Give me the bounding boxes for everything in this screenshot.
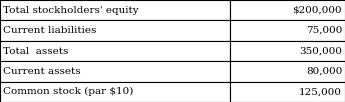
Text: $200,000: $200,000 bbox=[293, 6, 342, 15]
Bar bbox=[0, 0, 230, 20]
Bar bbox=[0, 41, 230, 61]
Bar bbox=[230, 41, 345, 61]
Bar bbox=[0, 20, 230, 41]
Bar bbox=[0, 82, 230, 102]
Bar bbox=[0, 61, 230, 82]
Text: 350,000: 350,000 bbox=[299, 47, 342, 55]
Bar bbox=[230, 61, 345, 82]
Text: 80,000: 80,000 bbox=[306, 67, 342, 76]
Bar bbox=[230, 82, 345, 102]
Bar bbox=[230, 0, 345, 20]
Text: 125,000: 125,000 bbox=[299, 87, 342, 96]
Text: Current assets: Current assets bbox=[3, 67, 80, 76]
Bar bbox=[230, 20, 345, 41]
Text: 75,000: 75,000 bbox=[306, 26, 342, 35]
Text: Current liabilities: Current liabilities bbox=[3, 26, 96, 35]
Text: Total  assets: Total assets bbox=[3, 47, 68, 55]
Text: Total stockholders' equity: Total stockholders' equity bbox=[3, 6, 138, 15]
Text: Common stock (par $10): Common stock (par $10) bbox=[3, 87, 133, 96]
